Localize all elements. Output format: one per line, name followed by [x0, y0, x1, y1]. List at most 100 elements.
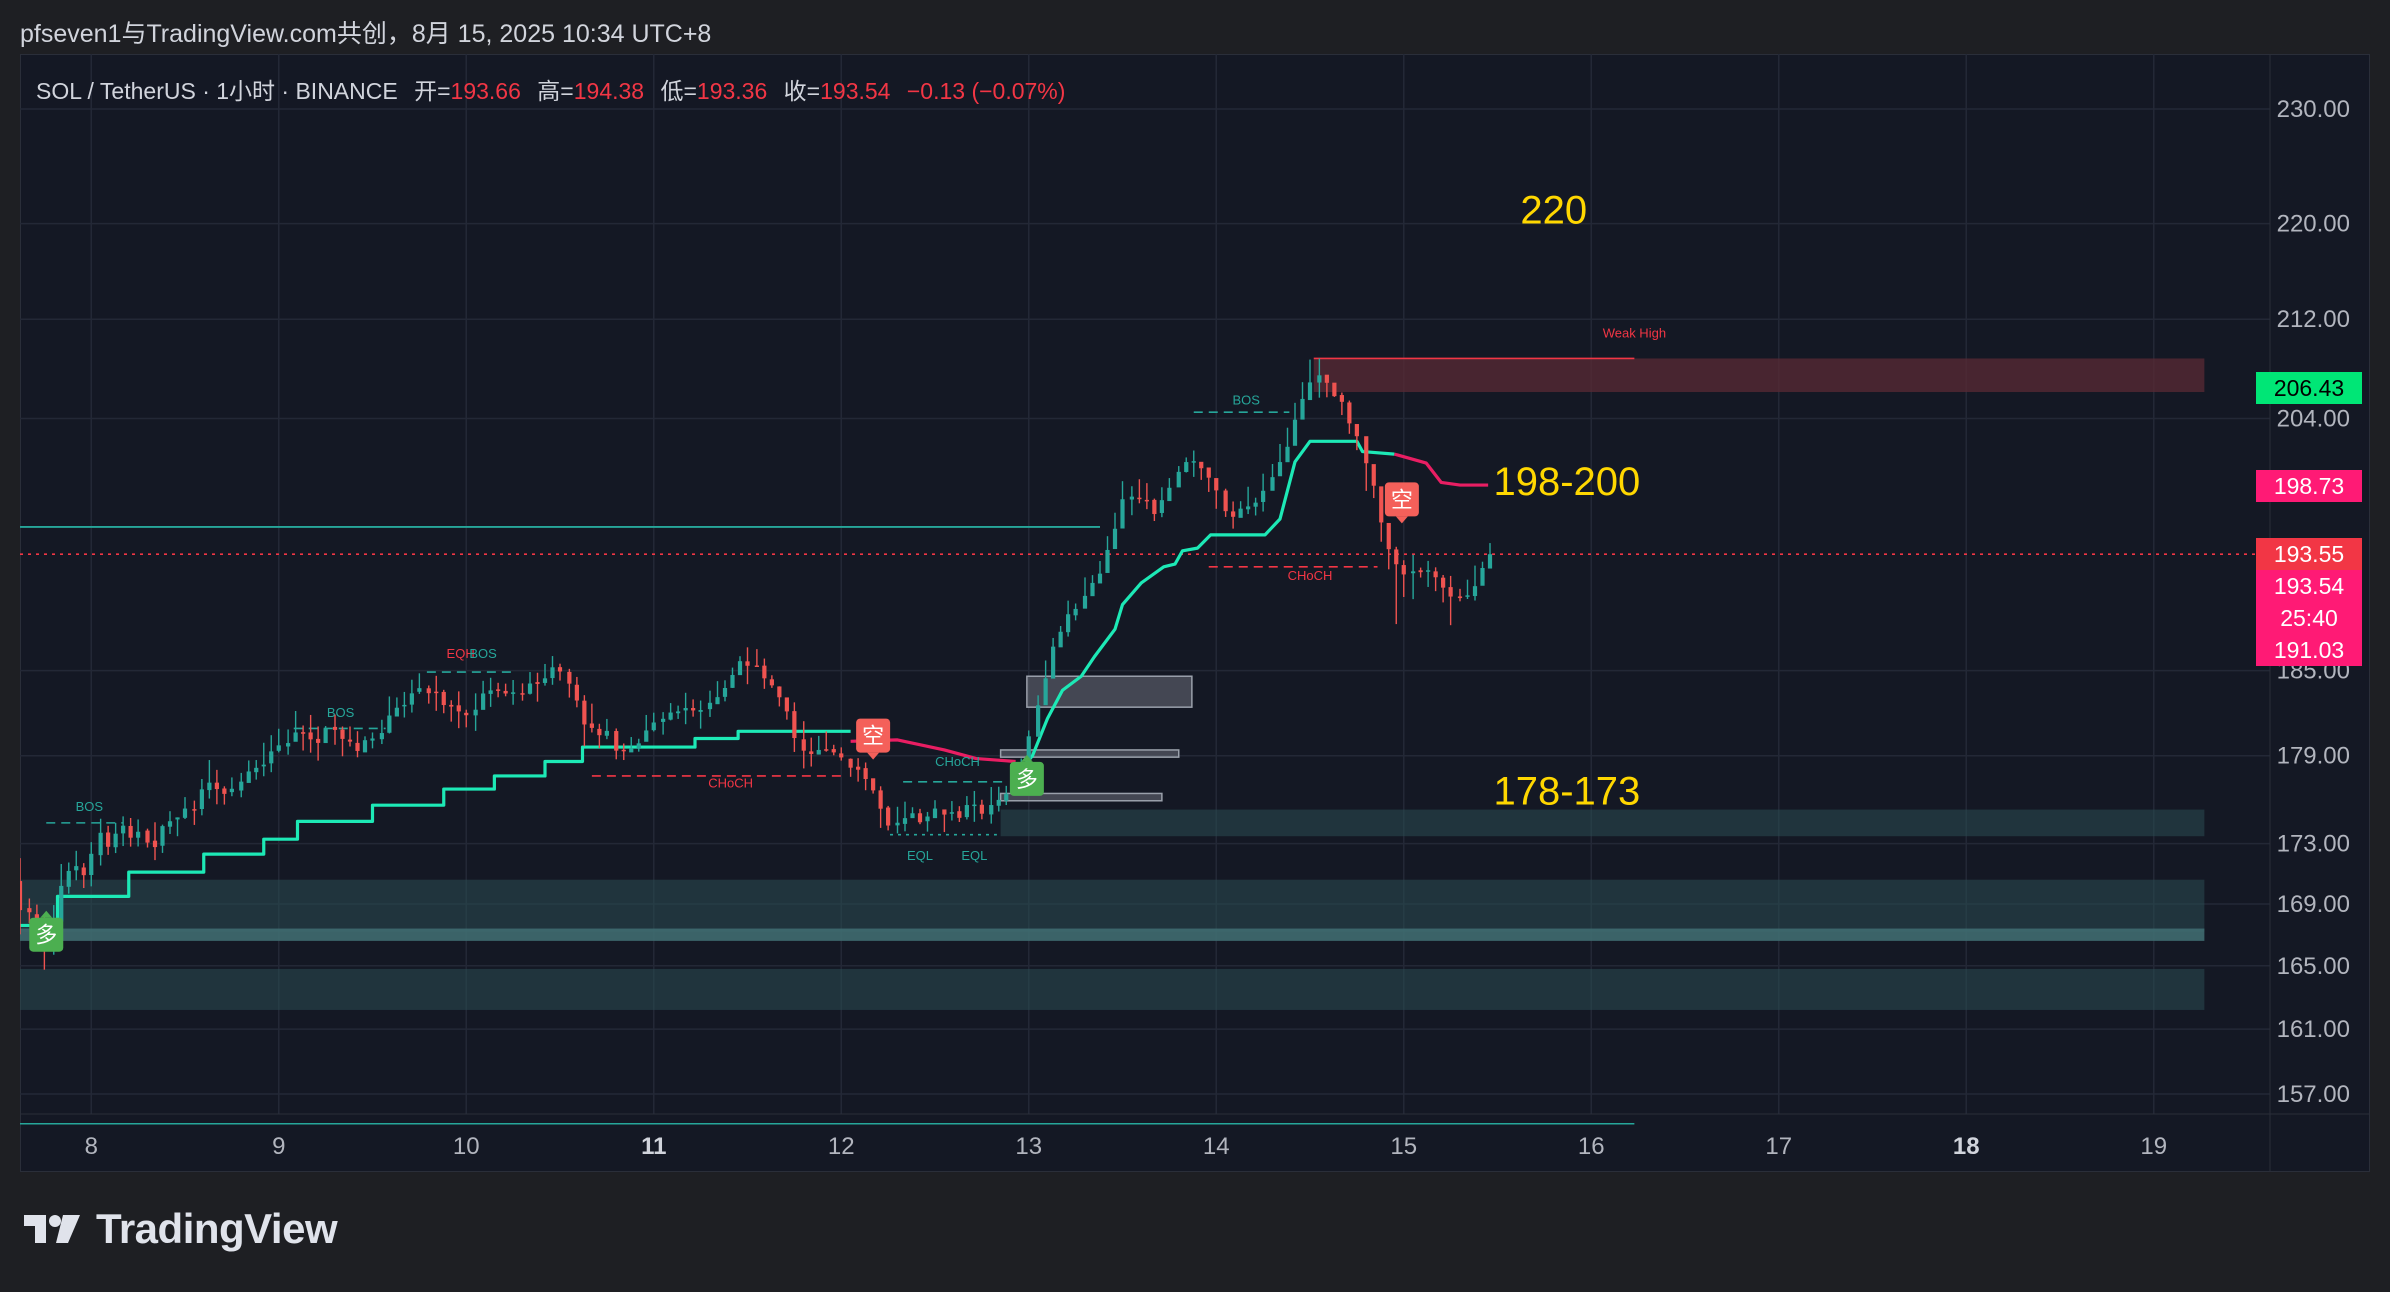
candle-body — [1418, 570, 1423, 573]
candle-body — [942, 809, 947, 815]
zone-gap — [1026, 675, 1193, 708]
y-tick-label: 212.00 — [2277, 306, 2350, 333]
candle-body — [1480, 568, 1485, 586]
x-tick-label: 19 — [2140, 1133, 2167, 1160]
symbol-label[interactable]: SOL / TetherUS · 1小时 · BINANCE — [36, 78, 398, 104]
candle-body — [542, 678, 548, 683]
candle-body — [691, 708, 696, 711]
candle-body — [441, 691, 446, 706]
y-tick-label: 173.00 — [2277, 831, 2350, 858]
candle-body — [239, 781, 244, 791]
candle-body — [1441, 577, 1446, 588]
candle-body — [715, 697, 720, 705]
candle-body — [668, 712, 673, 720]
candle-body — [496, 689, 501, 691]
candle-body — [1347, 402, 1352, 424]
top-bar: pfseven1与TradingView.com共创，8月 15, 2025 1… — [0, 0, 2390, 56]
candle-body — [848, 758, 853, 768]
signal-pointer — [1395, 516, 1408, 524]
candle-body — [362, 740, 368, 753]
candle-body — [1457, 596, 1463, 599]
candle-body — [167, 821, 173, 827]
zone-gap — [999, 749, 1180, 758]
candle-body — [434, 691, 439, 694]
candle-body — [261, 764, 266, 767]
tradingview-logo-icon — [24, 1215, 80, 1243]
candle-body — [1176, 471, 1181, 488]
price-tag: 193.55 — [2256, 538, 2362, 571]
candle-body — [214, 782, 219, 790]
candle-body — [81, 867, 86, 876]
y-tick-label: 230.00 — [2277, 96, 2350, 123]
candle-body — [74, 866, 79, 871]
signal-badge-short — [1384, 482, 1419, 517]
y-tick-label: 157.00 — [2277, 1081, 2350, 1108]
candle-body — [1199, 461, 1204, 469]
candle-body — [527, 683, 533, 694]
candle-body — [1277, 462, 1283, 477]
candle-body — [745, 661, 750, 666]
candle-body — [1058, 631, 1063, 648]
candle-body — [192, 809, 197, 811]
candle-body — [89, 853, 94, 876]
x-tick-label: 8 — [85, 1133, 98, 1160]
candle-body — [621, 749, 626, 752]
candle-body — [676, 711, 681, 714]
change-value: −0.13 (−0.07%) — [906, 78, 1066, 104]
candle-body — [152, 840, 158, 848]
candle-body — [229, 788, 234, 793]
candle-body — [20, 881, 23, 911]
candle-body — [503, 690, 508, 694]
x-tick-label: 13 — [1015, 1133, 1042, 1160]
zone-demand — [1000, 809, 2205, 837]
candle-body — [816, 749, 821, 755]
candle-body — [582, 700, 587, 725]
candle-body — [1066, 614, 1071, 633]
x-tick-label: 9 — [272, 1133, 285, 1160]
candle-body — [286, 743, 291, 747]
candle-body — [1191, 461, 1196, 463]
candle-body — [839, 753, 844, 758]
candle-body — [1261, 490, 1266, 502]
candle-body — [488, 690, 493, 694]
candle-body — [308, 732, 313, 740]
candle-body — [379, 733, 384, 740]
candle-body — [1120, 499, 1125, 529]
candle-body — [1292, 419, 1298, 446]
candle-body — [651, 722, 656, 731]
candle-body — [809, 751, 814, 754]
candle-body — [597, 728, 602, 736]
low-label: 低= — [660, 78, 697, 104]
structure-label: CHoCH — [1288, 568, 1333, 583]
candle-body — [871, 778, 876, 791]
candle-body — [629, 748, 634, 753]
open-label: 开= — [414, 78, 451, 104]
candle-body — [222, 788, 227, 794]
candle-body — [1206, 467, 1211, 478]
candle-body — [417, 688, 422, 692]
candle-body — [1364, 436, 1369, 464]
candle-body — [59, 885, 64, 922]
candle-body — [293, 732, 298, 742]
candle-body — [1401, 565, 1406, 575]
candle-body — [1223, 490, 1228, 512]
structure-label: BOS — [76, 799, 104, 814]
candle-body — [1004, 793, 1009, 801]
candle-body — [1487, 554, 1493, 569]
candle-body — [1394, 549, 1399, 565]
candle-body — [792, 711, 797, 739]
x-tick-label: 15 — [1390, 1133, 1417, 1160]
candle-body — [754, 665, 759, 667]
price-tag: 198.73 — [2256, 469, 2362, 502]
signal-badge-short — [856, 718, 891, 753]
candle-body — [1270, 477, 1275, 491]
close-value: 193.54 — [820, 78, 891, 104]
candle-body — [106, 832, 111, 847]
footer: TradingView — [22, 1205, 338, 1253]
signal-pointer — [867, 752, 880, 760]
candle-body — [340, 729, 345, 739]
candle-body — [301, 732, 306, 734]
price-tag: 193.54 — [2256, 570, 2362, 603]
candle-body — [1043, 678, 1048, 706]
